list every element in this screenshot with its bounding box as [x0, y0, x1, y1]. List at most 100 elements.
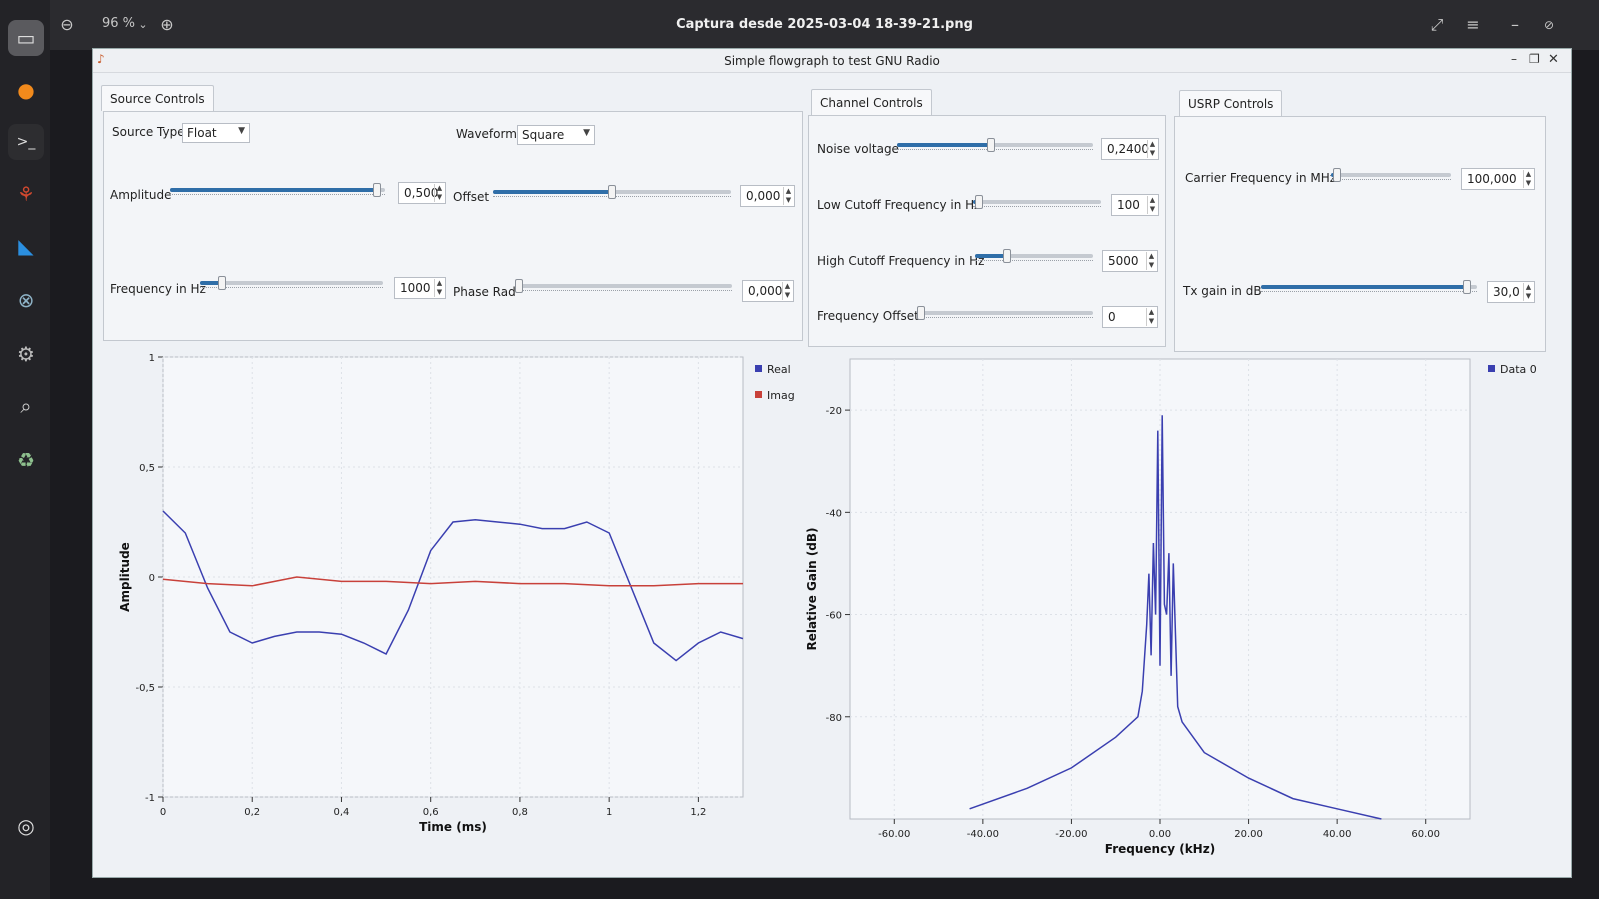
spin-arrows-icon[interactable]: ▲ ▼	[1523, 170, 1533, 188]
amplitude-label: Amplitude	[110, 188, 172, 202]
low-cutoff-slider[interactable]	[973, 195, 1101, 209]
legend-label-real: Real	[767, 363, 791, 376]
offset-spinbox[interactable]: 0,000 ▲ ▼	[740, 185, 795, 207]
spin-arrows-icon[interactable]: ▲ ▼	[434, 184, 444, 202]
y-tick-label: -80	[826, 713, 842, 724]
y-tick-label: -20	[826, 406, 842, 417]
window-titlebar: ♪ Simple flowgraph to test GNU Radio – ❐…	[93, 49, 1571, 73]
tab-usrp-controls[interactable]: USRP Controls	[1179, 90, 1283, 116]
files-icon[interactable]: ▭	[8, 20, 44, 56]
spin-arrows-icon[interactable]: ▲ ▼	[1146, 308, 1156, 326]
source-type-value: Float	[187, 126, 217, 140]
zoom-level[interactable]: 96 %	[102, 16, 136, 31]
amplitude-slider[interactable]	[170, 183, 385, 197]
spin-arrows-icon[interactable]: ▲ ▼	[1147, 196, 1157, 214]
frequency-offset-spinbox[interactable]: 0 ▲ ▼	[1102, 306, 1158, 328]
usrp-controls-panel: Carrier Frequency in MHz 100,000 ▲ ▼ Tx g…	[1174, 116, 1546, 352]
xbox-icon[interactable]: ⊗	[17, 288, 35, 312]
frequency-spinbox[interactable]: 1000 ▲ ▼	[394, 277, 446, 299]
frequency-domain-plot[interactable]: -20 -40 -60 -80 -60.00 -40.00 -20.00 0.00 20.00 4…	[798, 347, 1548, 867]
minimize-icon[interactable]: –	[1511, 52, 1517, 66]
source-type-select[interactable]: Float ▼	[182, 123, 250, 143]
noise-voltage-value: 0,2400	[1107, 142, 1149, 156]
x-axis-label: Frequency (kHz)	[1105, 842, 1215, 856]
menu-icon[interactable]: ≡	[1466, 15, 1480, 34]
zoom-out-icon[interactable]: ⊖	[60, 15, 74, 34]
x-tick-label: 20.00	[1234, 829, 1263, 840]
x-tick-label: 0,4	[334, 807, 350, 818]
legend-swatch	[755, 365, 762, 372]
legend-swatch	[1488, 365, 1495, 372]
carrier-frequency-slider[interactable]	[1331, 168, 1451, 182]
dropdown-arrow-icon: ▼	[583, 128, 590, 138]
phase-value: 0,000	[748, 284, 783, 298]
slider-handle[interactable]	[373, 183, 381, 197]
amplitude-spinbox[interactable]: 0,500 ▲ ▼	[398, 182, 446, 204]
firefox-icon[interactable]: ●	[17, 78, 35, 102]
carrier-frequency-label: Carrier Frequency in MHz	[1185, 171, 1337, 185]
high-cutoff-label: High Cutoff Frequency in Hz	[817, 254, 985, 268]
spin-arrows-icon[interactable]: ▲ ▼	[1147, 140, 1157, 158]
spin-arrows-icon[interactable]: ▲ ▼	[782, 282, 792, 300]
spin-arrows-icon[interactable]: ▲ ▼	[1523, 283, 1533, 301]
spin-arrows-icon[interactable]: ▲ ▼	[783, 187, 793, 205]
carrier-frequency-spinbox[interactable]: 100,000 ▲ ▼	[1461, 168, 1535, 190]
gnuradio-icon[interactable]: ⚘	[17, 182, 35, 206]
phase-spinbox[interactable]: 0,000 ▲ ▼	[742, 280, 794, 302]
tx-gain-slider[interactable]	[1261, 280, 1477, 294]
x-tick-label: 0,6	[423, 807, 439, 818]
high-cutoff-spinbox[interactable]: 5000 ▲ ▼	[1102, 250, 1158, 272]
noise-voltage-slider[interactable]	[897, 138, 1093, 152]
slider-handle[interactable]	[975, 195, 983, 209]
settings-icon[interactable]: ⚙	[17, 342, 35, 366]
frequency-offset-slider[interactable]	[917, 306, 1093, 320]
offset-label: Offset	[453, 190, 490, 204]
amplitude-value: 0,500	[404, 186, 439, 200]
slider-handle[interactable]	[1003, 249, 1011, 263]
chevron-down-icon[interactable]: ⌄	[138, 18, 148, 31]
phase-slider[interactable]	[515, 279, 732, 293]
slider-handle[interactable]	[917, 306, 925, 320]
waveform-select[interactable]: Square ▼	[517, 125, 595, 145]
x-tick-label: 0,2	[244, 807, 260, 818]
offset-value: 0,000	[746, 189, 781, 203]
close-icon[interactable]: ⊘	[1543, 18, 1555, 32]
high-cutoff-slider[interactable]	[975, 249, 1093, 263]
fullscreen-icon[interactable]: ⤢	[1430, 15, 1444, 34]
maximize-icon[interactable]: ❐	[1529, 52, 1540, 66]
low-cutoff-spinbox[interactable]: 100 ▲ ▼	[1111, 194, 1159, 216]
frequency-slider[interactable]	[200, 276, 383, 290]
zoom-in-icon[interactable]: ⊕	[160, 15, 174, 34]
y-tick-label: 0	[149, 573, 155, 584]
slider-handle[interactable]	[1463, 280, 1471, 294]
noise-voltage-spinbox[interactable]: 0,2400 ▲ ▼	[1101, 138, 1159, 160]
offset-slider[interactable]	[493, 185, 731, 199]
minimize-icon[interactable]: –	[1511, 15, 1519, 34]
tab-channel-controls[interactable]: Channel Controls	[811, 89, 932, 115]
tab-source-controls[interactable]: Source Controls	[101, 85, 214, 111]
x-tick-label: 0	[160, 807, 166, 818]
vscode-icon[interactable]: ◣	[18, 234, 34, 258]
carrier-frequency-value: 100,000	[1467, 172, 1517, 186]
legend-label-imag: Imag	[767, 389, 795, 402]
slider-handle[interactable]	[987, 138, 995, 152]
gnuradio-window: ♪ Simple flowgraph to test GNU Radio – ❐…	[92, 48, 1572, 878]
show-apps-icon[interactable]: ◎	[17, 814, 35, 838]
slider-handle[interactable]	[1333, 168, 1341, 182]
series-line-imag	[162, 576, 743, 587]
search-icon[interactable]: ⌕	[20, 394, 32, 418]
spin-arrows-icon[interactable]: ▲ ▼	[1146, 252, 1156, 270]
close-icon[interactable]: ✕	[1548, 52, 1559, 67]
tx-gain-spinbox[interactable]: 30,0 ▲ ▼	[1487, 281, 1535, 303]
trash-icon[interactable]: ♻	[17, 448, 35, 472]
time-domain-plot[interactable]: 1 0,5 0 -0,5 -1 0 0,2 0,4 0,6 0,8 1 1,2 Time (ms) Amp…	[103, 347, 803, 847]
viewer-header: ⊖ 96 % ⌄ ⊕ Captura desde 2025-03-04 18-3…	[50, 0, 1599, 50]
slider-handle[interactable]	[608, 185, 616, 199]
slider-handle[interactable]	[515, 279, 523, 293]
slider-handle[interactable]	[218, 276, 226, 290]
low-cutoff-value: 100	[1117, 198, 1140, 212]
spin-arrows-icon[interactable]: ▲ ▼	[434, 279, 444, 297]
legend-swatch	[755, 391, 762, 398]
y-tick-label: -1	[145, 793, 155, 804]
terminal-icon[interactable]: >_	[8, 124, 44, 160]
